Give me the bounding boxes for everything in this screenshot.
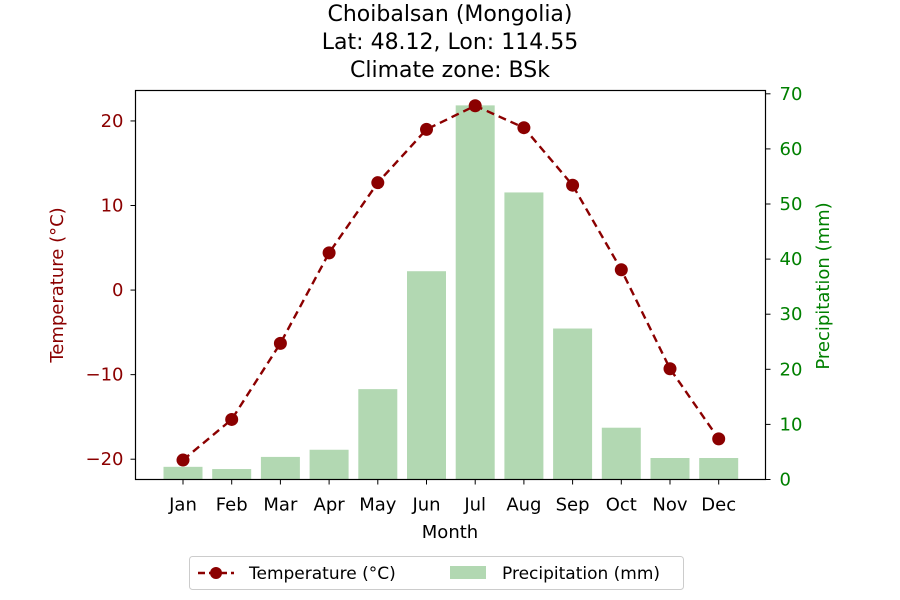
legend-precipitation-swatch-icon <box>450 566 486 579</box>
x-tick-label-dec: Dec <box>701 495 736 516</box>
temperature-point-jan <box>176 453 190 467</box>
legend-precipitation-label: Precipitation (mm) <box>502 564 660 584</box>
temperature-point-mar <box>273 336 287 350</box>
x-tick-label-sep: Sep <box>556 495 590 516</box>
temperature-tick-label: 20 <box>101 111 124 132</box>
x-tick-label-may: May <box>359 495 397 516</box>
precipitation-bars <box>163 105 739 480</box>
legend: Temperature (°C) Precipitation (mm) <box>189 556 684 590</box>
chart-title-line-1: Choibalsan (Mongolia) <box>328 2 573 27</box>
precipitation-bar-jan <box>163 466 203 480</box>
temperature-point-jul <box>468 99 482 113</box>
temperature-point-jun <box>420 122 433 136</box>
temperature-point-apr <box>322 246 336 260</box>
precipitation-bar-feb <box>212 469 252 480</box>
legend-frame <box>189 556 684 590</box>
temperature-line <box>182 104 720 461</box>
precipitation-axis-ticks: 0 10 20 30 40 50 60 70 <box>765 84 803 491</box>
temperature-tick-label: 10 <box>101 196 124 217</box>
x-tick-label-apr: Apr <box>314 495 346 516</box>
x-axis-label: Month <box>422 522 478 543</box>
temperature-point-feb <box>225 412 239 426</box>
precipitation-bar-sep <box>553 328 593 480</box>
precipitation-tick-label: 10 <box>780 414 803 435</box>
temperature-tick-label: −10 <box>86 365 124 386</box>
x-axis-ticks: Jan Feb Mar Apr May Jun Jul Aug Sep Oct Nov Dec <box>168 479 736 516</box>
precipitation-tick-label: 30 <box>780 304 803 325</box>
plot-frame <box>134 89 767 481</box>
temperature-point-may <box>371 176 385 190</box>
x-tick-label-jul: Jul <box>463 495 486 516</box>
temperature-axis-label: Temperature (°C) <box>47 207 68 363</box>
precipitation-axis-label: Precipitation (mm) <box>813 202 834 369</box>
temperature-series <box>176 99 726 467</box>
precipitation-tick-label: 40 <box>780 249 803 270</box>
temperature-point-aug <box>517 121 531 135</box>
precipitation-bar-jun <box>407 271 446 480</box>
temperature-tick-label: 0 <box>112 280 123 301</box>
legend-temperature-label: Temperature (°C) <box>248 564 396 584</box>
precipitation-bar-apr <box>309 449 349 480</box>
temperature-tick-label: −20 <box>86 449 124 470</box>
precipitation-bar-oct <box>601 427 641 480</box>
x-tick-label-oct: Oct <box>606 495 637 516</box>
legend-temperature-marker-icon <box>210 567 222 579</box>
x-tick-label-jan: Jan <box>168 495 197 516</box>
precipitation-bar-mar <box>260 456 300 480</box>
chart-title-line-3: Climate zone: BSk <box>350 58 550 83</box>
precipitation-tick-label: 50 <box>780 194 803 215</box>
temperature-point-dec <box>712 432 726 446</box>
precipitation-bar-nov <box>650 458 690 480</box>
precipitation-bar-aug <box>504 192 544 480</box>
precipitation-bar-dec <box>699 458 739 480</box>
chart-title-line-2: Lat: 48.12, Lon: 114.55 <box>322 30 578 55</box>
x-tick-label-nov: Nov <box>652 495 687 516</box>
precipitation-tick-label: 0 <box>780 470 791 491</box>
precipitation-bar-jul <box>455 105 495 480</box>
x-tick-label-mar: Mar <box>263 495 298 516</box>
temperature-point-nov <box>663 362 677 376</box>
temperature-point-sep <box>566 178 580 192</box>
x-tick-label-jun: Jun <box>411 495 440 516</box>
precipitation-tick-label: 20 <box>780 359 803 380</box>
x-tick-label-feb: Feb <box>216 495 248 516</box>
precipitation-tick-label: 60 <box>780 139 803 160</box>
precipitation-bar-may <box>358 389 398 480</box>
precipitation-tick-label: 70 <box>780 84 803 105</box>
temperature-point-oct <box>614 263 628 277</box>
temperature-axis-ticks: −20 −10 0 10 20 <box>86 111 136 470</box>
x-tick-label-aug: Aug <box>506 495 541 516</box>
